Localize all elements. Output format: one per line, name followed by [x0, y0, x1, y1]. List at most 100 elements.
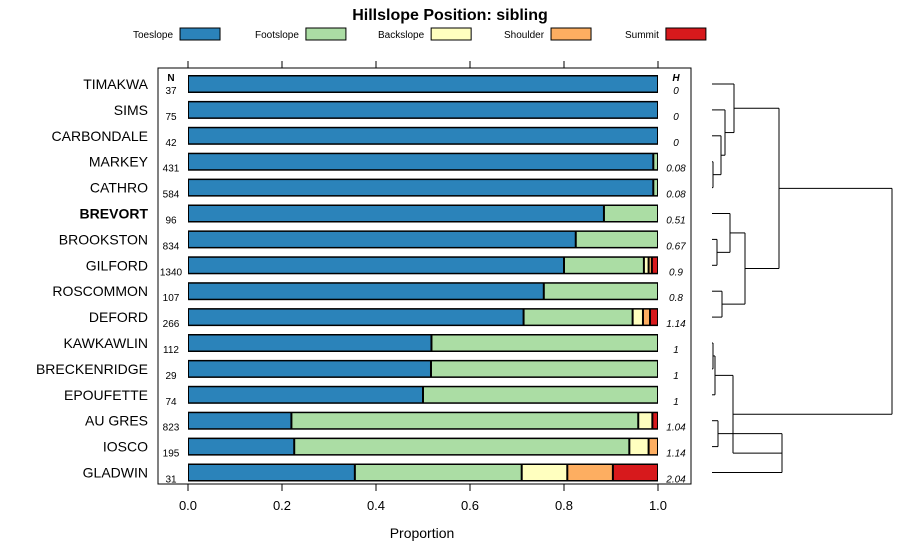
row-sims: SIMS 75 0 — [114, 100, 679, 123]
bar-segment-toeslope — [189, 128, 657, 144]
row-n-value: 1340 — [160, 267, 183, 278]
bar-segment-toeslope — [189, 413, 291, 429]
bar-segment-shoulder — [568, 465, 612, 480]
row-n-value: 112 — [163, 345, 179, 356]
legend-label-toeslope: Toeslope — [133, 30, 173, 41]
bar-segment-shoulder — [649, 257, 651, 273]
row-h-value: 0.8 — [669, 293, 683, 304]
row-h-value: 1.14 — [666, 449, 686, 460]
row-n-value: 42 — [165, 138, 177, 149]
row-n-value: 431 — [163, 164, 180, 175]
bar-segment-summit — [613, 465, 657, 480]
bar-segment-summit — [653, 413, 657, 429]
bar-segment-toeslope — [189, 180, 653, 196]
row-label: IOSCO — [103, 439, 148, 455]
x-tick-label: 0.4 — [367, 498, 385, 513]
x-tick-label: 0.0 — [179, 498, 197, 513]
row-gilford: GILFORD 1340 0.9 — [86, 256, 683, 278]
bar-segment-backslope — [639, 413, 652, 429]
row-n-value: 31 — [165, 475, 177, 486]
legend-swatch-backslope — [430, 27, 472, 41]
row-deford: DEFORD 266 1.14 — [89, 308, 686, 330]
row-label: BRECKENRIDGE — [36, 361, 148, 377]
bar-segment-footslope — [576, 231, 657, 247]
bar-segment-backslope — [630, 439, 648, 455]
row-label: EPOUFETTE — [64, 387, 148, 403]
bar-segment-backslope — [644, 257, 648, 273]
bar-segment-backslope — [633, 309, 642, 325]
bar-segment-footslope — [424, 387, 657, 403]
x-tick-label: 0.2 — [273, 498, 291, 513]
bar-segment-toeslope — [189, 154, 653, 170]
legend-label-footslope: Footslope — [255, 30, 299, 41]
row-label: ROSCOMMON — [52, 283, 148, 299]
legend-swatch-toeslope — [179, 27, 221, 41]
chart-title: Hillslope Position: sibling — [352, 7, 548, 24]
row-n-value: 584 — [163, 190, 180, 201]
x-tick-label: 0.6 — [461, 498, 479, 513]
row-breckenridge: BRECKENRIDGE 29 1 — [36, 359, 679, 382]
row-n-value: 29 — [165, 371, 177, 382]
row-epoufette: EPOUFETTE 74 1 — [64, 385, 679, 408]
bar-segment-toeslope — [189, 361, 430, 377]
bar-segment-toeslope — [189, 102, 657, 118]
bar-segment-toeslope — [189, 206, 603, 221]
bar-segment-shoulder — [643, 309, 650, 325]
x-axis: 0.0 0.2 0.4 0.6 0.8 1.0 — [179, 61, 667, 513]
legend-swatch-shoulder — [550, 27, 592, 41]
bar-segment-toeslope — [189, 465, 354, 480]
row-label: KAWKAWLIN — [63, 335, 148, 351]
row-n-value: 107 — [163, 293, 180, 304]
row-n-value: 195 — [163, 449, 180, 460]
legend-label-shoulder: Shoulder — [504, 30, 545, 41]
bar-segment-footslope — [295, 439, 629, 455]
bar-segment-footslope — [431, 361, 657, 377]
row-n-value: 266 — [163, 319, 180, 330]
row-h-value: 1 — [673, 345, 679, 356]
row-h-value: 1 — [673, 397, 679, 408]
bar-segment-footslope — [432, 335, 657, 351]
bar-segment-footslope — [654, 180, 657, 196]
bar-segment-footslope — [654, 154, 657, 170]
row-h-value: 1 — [673, 371, 679, 382]
row-label: BROOKSTON — [59, 231, 148, 247]
bar-segment-summit — [652, 257, 657, 273]
bar-segment-toeslope — [189, 335, 431, 351]
dendrogram — [712, 83, 893, 473]
row-kawkawlin: KAWKAWLIN 112 1 — [63, 334, 679, 356]
row-h-value: 0 — [673, 86, 679, 97]
row-carbondale: CARBONDALE 42 0 — [52, 126, 679, 149]
row-h-value: 2.04 — [665, 475, 686, 486]
row-gladwin: GLADWIN 31 2.04 — [83, 463, 686, 486]
legend-swatch-footslope — [305, 27, 347, 41]
bar-segment-toeslope — [189, 283, 543, 299]
bar-segment-toeslope — [189, 439, 294, 455]
bar-segment-footslope — [544, 283, 657, 299]
bar-segment-toeslope — [189, 76, 657, 92]
row-label: DEFORD — [89, 309, 148, 325]
row-label: CARBONDALE — [52, 128, 148, 144]
row-label: SIMS — [114, 102, 148, 118]
bar-segment-footslope — [565, 257, 643, 273]
row-h-value: 0.51 — [666, 216, 685, 227]
chart-legend: Toeslope Footslope Backslope Shoulder Summit — [133, 27, 707, 41]
x-axis-label: Proportion — [390, 525, 455, 541]
row-brookston: BROOKSTON 834 0.67 — [59, 230, 686, 252]
row-markey: MARKEY 431 0.08 — [89, 152, 686, 175]
row-n-value: 834 — [163, 241, 180, 252]
bar-segment-footslope — [292, 413, 638, 429]
bar-segment-toeslope — [189, 231, 575, 247]
row-h-value: 0.67 — [666, 241, 686, 252]
bar-segment-footslope — [355, 465, 521, 480]
row-au-gres: AU GRES 823 1.04 — [85, 411, 686, 434]
x-tick-label: 1.0 — [649, 498, 667, 513]
bar-rows: TIMAKWA 37 0 SIMS 75 0 CARBONDALE 42 0 MARKEY 431 0… — [36, 75, 686, 486]
row-h-value: 1.04 — [666, 423, 686, 434]
row-roscommon: ROSCOMMON 107 0.8 — [52, 282, 683, 304]
bar-segment-toeslope — [189, 257, 563, 273]
row-timakwa: TIMAKWA 37 0 — [83, 75, 679, 97]
bar-segment-toeslope — [189, 309, 523, 325]
row-cathro: CATHRO 584 0.08 — [90, 178, 686, 201]
row-label: AU GRES — [85, 413, 148, 429]
